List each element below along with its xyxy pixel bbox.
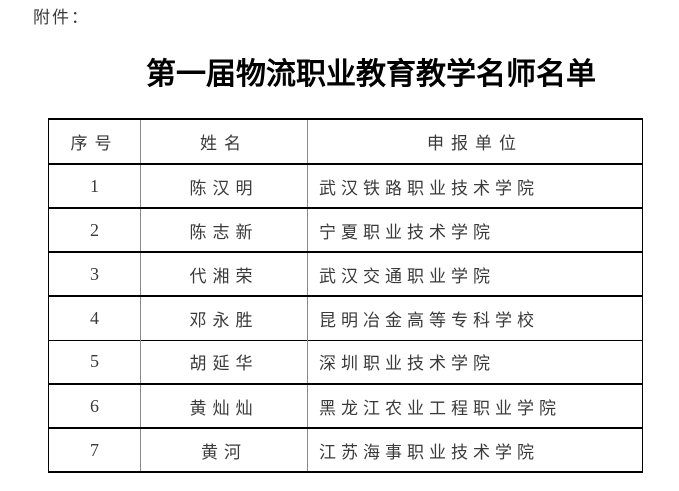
row-unit-cell: 黑龙江农业工程职业学院: [307, 383, 643, 428]
row-unit-cell: 武汉交通职业学院: [307, 251, 643, 296]
page-title: 第一届物流职业教育教学名师名单: [146, 58, 596, 91]
row-name-cell: 代湘荣: [140, 251, 308, 296]
row-number-cell: 1: [48, 163, 141, 208]
row-number-cell: 6: [48, 383, 141, 428]
row-unit-cell: 宁夏职业技术学院: [307, 207, 643, 252]
table-row: 4 邓永胜 昆明冶金高等专科学校: [48, 295, 643, 340]
row-name-cell: 邓永胜: [140, 295, 308, 340]
column-header-number: 序号: [70, 134, 119, 153]
row-number-cell: 2: [48, 207, 141, 252]
table-row: 6 黄灿灿 黑龙江农业工程职业学院: [48, 383, 643, 428]
row-number-cell: 7: [48, 427, 141, 472]
row-name-cell: 黄河: [140, 427, 308, 472]
table-row: 2 陈志新 宁夏职业技术学院: [48, 207, 643, 252]
row-unit-cell: 昆明冶金高等专科学校: [307, 295, 643, 340]
table-row: 5 胡延华 深圳职业技术学院: [48, 339, 643, 384]
row-unit-cell: 武汉铁路职业技术学院: [307, 163, 643, 208]
column-header-unit: 申报单位: [307, 119, 643, 164]
row-number-cell: 5: [48, 339, 141, 384]
table-header-row: 序号 姓名 申报单位: [49, 119, 643, 164]
row-name-cell: 陈汉明: [140, 163, 308, 208]
row-name-cell: 陈志新: [140, 207, 308, 252]
table-body: 1 陈汉明 武汉铁路职业技术学院 2 陈志新 宁夏职业技术学院 3 代湘荣 武汉…: [48, 163, 643, 472]
attachment-label: 附件：: [33, 8, 90, 27]
table-row: 1 陈汉明 武汉铁路职业技术学院: [48, 163, 643, 208]
row-name-cell: 黄灿灿: [140, 383, 308, 428]
roster-table: 序号 姓名 申报单位 1 陈汉明 武汉铁路职业技术学院 2 陈志新 宁夏职业技术…: [48, 118, 643, 473]
row-unit-cell: 江苏海事职业技术学院: [307, 427, 643, 472]
row-number-cell: 3: [48, 251, 141, 296]
table-row: 3 代湘荣 武汉交通职业学院: [48, 251, 643, 296]
row-name-cell: 胡延华: [140, 339, 308, 384]
column-header-name: 姓名: [140, 119, 308, 164]
row-number-cell: 4: [48, 295, 141, 340]
table-header: 序号 姓名 申报单位: [49, 119, 643, 164]
row-unit-cell: 深圳职业技术学院: [307, 339, 643, 384]
table-row: 7 黄河 江苏海事职业技术学院: [48, 427, 643, 472]
